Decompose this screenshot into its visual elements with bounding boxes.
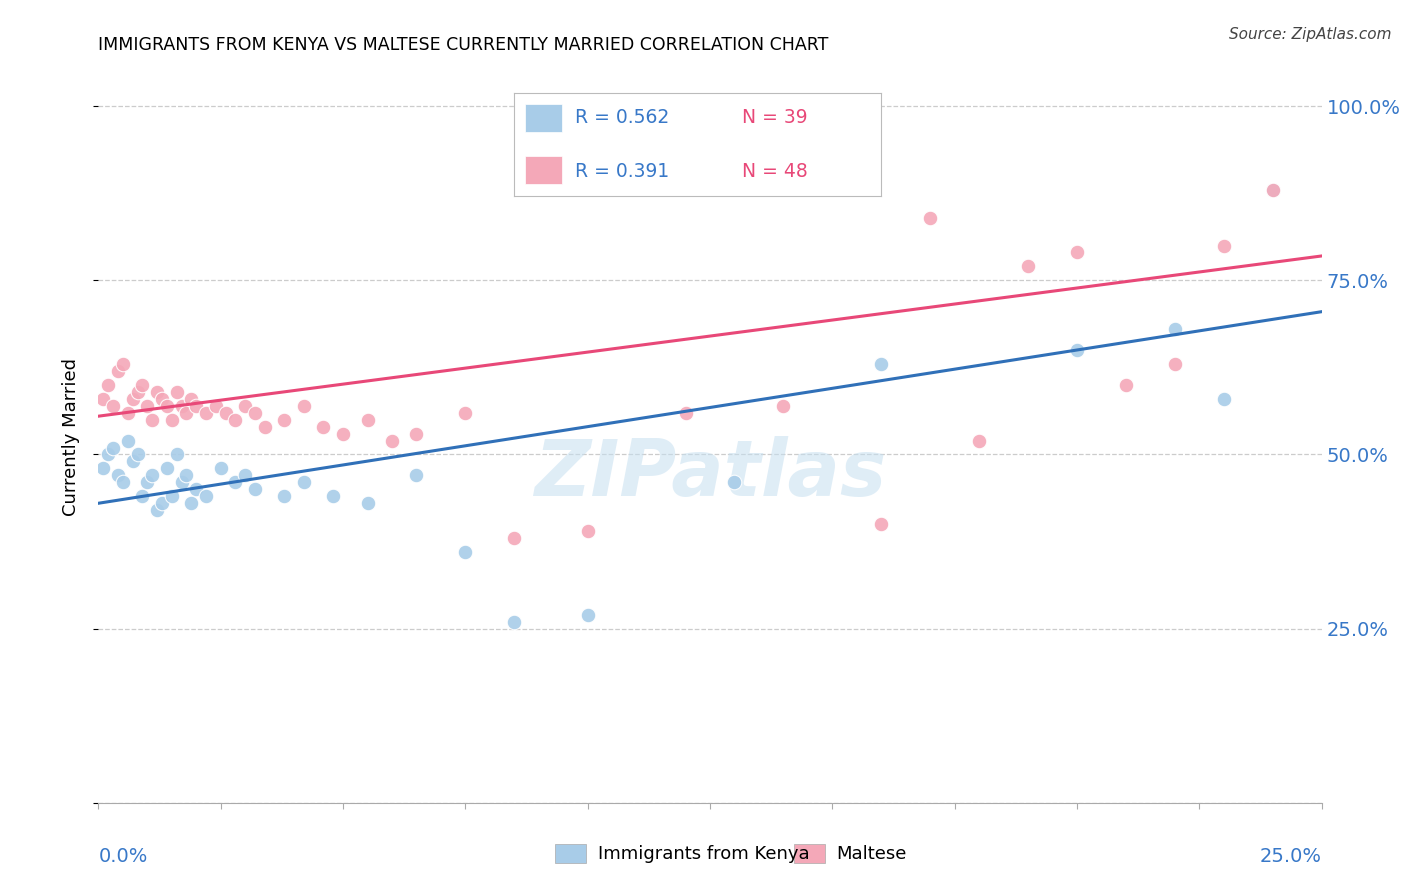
- Point: [121, 454, 143, 468]
- Point: [150, 392, 173, 406]
- Point: [576, 607, 599, 622]
- Point: [1164, 357, 1187, 371]
- Point: [920, 211, 942, 225]
- Point: [141, 412, 163, 426]
- Point: [381, 434, 404, 448]
- Point: [273, 489, 295, 503]
- Point: [233, 468, 256, 483]
- Point: [136, 399, 159, 413]
- Point: [405, 468, 427, 483]
- Point: [91, 461, 114, 475]
- Point: [292, 475, 315, 490]
- Point: [405, 426, 427, 441]
- Point: [117, 406, 139, 420]
- Point: [224, 475, 246, 490]
- Point: [243, 483, 266, 497]
- Point: [195, 489, 218, 503]
- Point: [322, 489, 344, 503]
- Point: [97, 448, 120, 462]
- Text: IMMIGRANTS FROM KENYA VS MALTESE CURRENTLY MARRIED CORRELATION CHART: IMMIGRANTS FROM KENYA VS MALTESE CURRENT…: [98, 36, 828, 54]
- Point: [160, 412, 183, 426]
- Point: [166, 384, 188, 399]
- Point: [675, 406, 697, 420]
- Point: [454, 406, 477, 420]
- Point: [292, 399, 315, 413]
- Point: [1066, 343, 1088, 357]
- Point: [146, 384, 169, 399]
- Point: [209, 461, 232, 475]
- Point: [1261, 183, 1284, 197]
- Point: [131, 377, 153, 392]
- Text: 25.0%: 25.0%: [1260, 847, 1322, 866]
- Point: [454, 545, 477, 559]
- Point: [356, 412, 378, 426]
- Point: [117, 434, 139, 448]
- Point: [160, 489, 183, 503]
- Point: [1212, 392, 1234, 406]
- Point: [111, 475, 134, 490]
- Point: [1164, 322, 1187, 336]
- Point: [1115, 377, 1137, 392]
- Point: [166, 448, 188, 462]
- Point: [870, 357, 893, 371]
- Point: [141, 468, 163, 483]
- Point: [214, 406, 236, 420]
- Point: [121, 392, 143, 406]
- Point: [356, 496, 378, 510]
- Point: [195, 406, 218, 420]
- Point: [107, 468, 129, 483]
- Point: [1212, 238, 1234, 252]
- Point: [273, 412, 295, 426]
- Point: [576, 524, 599, 538]
- Point: [253, 419, 276, 434]
- Point: [243, 406, 266, 420]
- Point: [127, 448, 149, 462]
- Point: [136, 475, 159, 490]
- Point: [723, 475, 745, 490]
- Point: [107, 364, 129, 378]
- Point: [146, 503, 169, 517]
- Point: [1066, 245, 1088, 260]
- Y-axis label: Currently Married: Currently Married: [62, 358, 80, 516]
- Point: [170, 475, 193, 490]
- Point: [131, 489, 153, 503]
- Point: [186, 399, 208, 413]
- Point: [91, 392, 114, 406]
- Point: [180, 496, 202, 510]
- Point: [503, 531, 526, 545]
- Point: [967, 434, 990, 448]
- Point: [97, 377, 120, 392]
- Point: [176, 468, 198, 483]
- Point: [1261, 183, 1284, 197]
- Point: [224, 412, 246, 426]
- Text: 0.0%: 0.0%: [98, 847, 148, 866]
- Point: [312, 419, 335, 434]
- Point: [111, 357, 134, 371]
- Point: [772, 399, 794, 413]
- Text: Maltese: Maltese: [837, 845, 907, 863]
- Point: [205, 399, 228, 413]
- Point: [1017, 260, 1039, 274]
- Point: [101, 399, 124, 413]
- Text: ZIPatlas: ZIPatlas: [534, 435, 886, 512]
- Point: [332, 426, 354, 441]
- Point: [186, 483, 208, 497]
- Point: [233, 399, 256, 413]
- Text: Immigrants from Kenya: Immigrants from Kenya: [598, 845, 810, 863]
- Point: [180, 392, 202, 406]
- Point: [503, 615, 526, 629]
- Point: [101, 441, 124, 455]
- Point: [176, 406, 198, 420]
- Point: [127, 384, 149, 399]
- Point: [156, 399, 179, 413]
- Point: [156, 461, 179, 475]
- Point: [870, 517, 893, 532]
- Point: [150, 496, 173, 510]
- Point: [170, 399, 193, 413]
- Text: Source: ZipAtlas.com: Source: ZipAtlas.com: [1229, 27, 1392, 42]
